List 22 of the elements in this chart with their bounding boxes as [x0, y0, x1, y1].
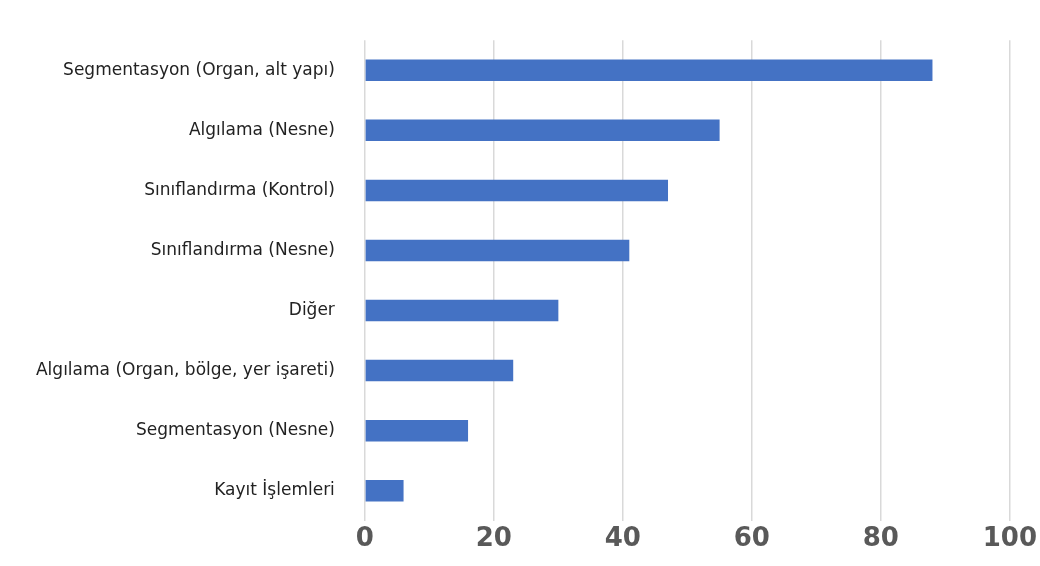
y-tick-label: Sınıflandırma (Kontrol) — [144, 178, 335, 199]
bar — [365, 239, 630, 262]
y-tick-label: Diğer — [288, 298, 335, 319]
y-tick-label: Algılama (Organ, bölge, yer işareti) — [35, 359, 335, 380]
bar — [365, 119, 720, 142]
x-tick-label: 20 — [475, 522, 512, 553]
x-tick-label: 60 — [733, 522, 770, 553]
bar — [365, 419, 469, 442]
y-tick-label: Algılama (Nesne) — [188, 118, 335, 139]
bar — [365, 59, 933, 81]
y-tick-label: Kayıt İşlemleri — [214, 479, 335, 500]
bar — [365, 359, 514, 382]
y-tick-label: Segmentasyon (Organ, alt yapı) — [63, 58, 335, 79]
bar — [365, 179, 669, 202]
bar — [365, 299, 559, 322]
y-tick-label: Sınıflandırma (Nesne) — [150, 238, 335, 259]
x-tick-label: 80 — [862, 522, 899, 553]
x-tick-label: 0 — [355, 522, 374, 553]
x-tick-label: 40 — [604, 522, 641, 553]
x-tick-label: 100 — [982, 522, 1037, 553]
y-tick-label: Segmentasyon (Nesne) — [135, 419, 335, 440]
bar — [365, 480, 404, 502]
